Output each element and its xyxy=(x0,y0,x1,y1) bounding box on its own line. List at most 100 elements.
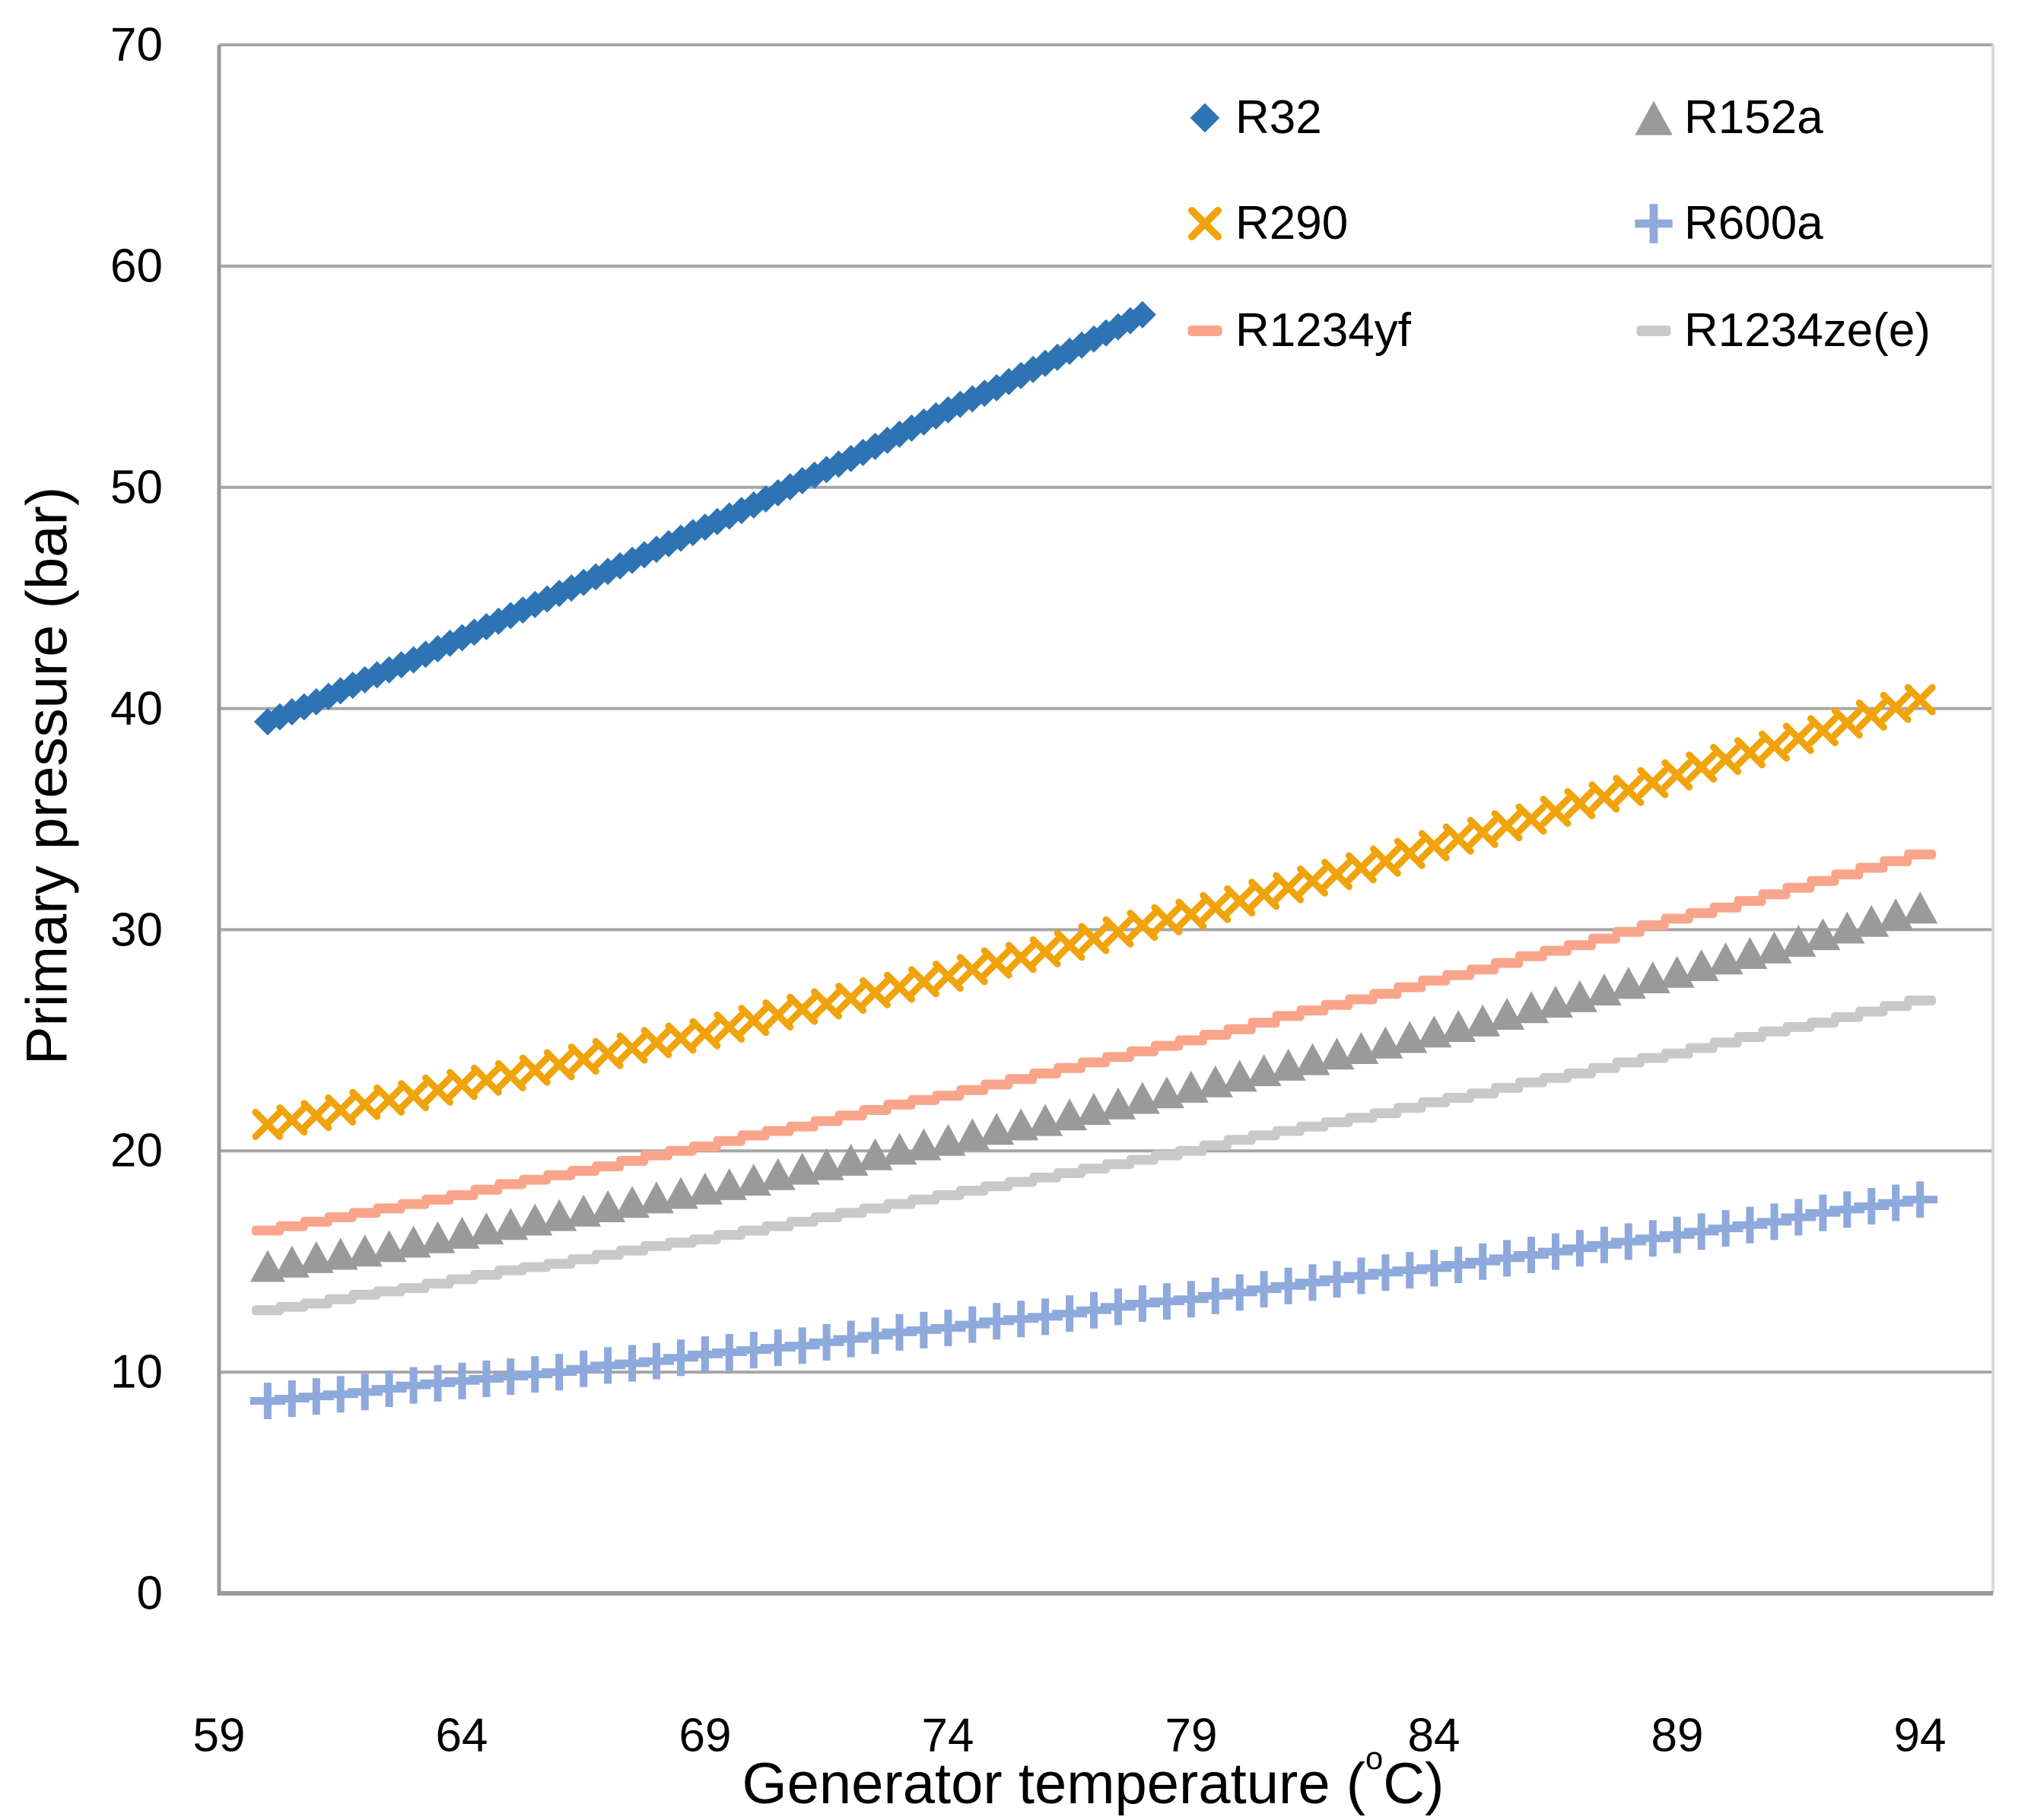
legend-label: R1234yf xyxy=(1235,304,1411,357)
marker xyxy=(1127,910,1159,942)
marker xyxy=(1636,1053,1669,1063)
marker xyxy=(1029,936,1061,967)
marker xyxy=(251,1225,284,1236)
marker xyxy=(859,1203,892,1214)
marker xyxy=(447,1069,478,1101)
marker xyxy=(1467,817,1499,848)
marker xyxy=(665,1022,697,1054)
marker xyxy=(1904,850,1937,859)
y-axis-title: Primary pressure (bar) xyxy=(14,486,80,1066)
marker xyxy=(1467,964,1499,975)
marker xyxy=(470,1064,502,1096)
marker xyxy=(1418,830,1450,862)
marker xyxy=(1345,994,1378,1005)
marker xyxy=(1442,970,1475,980)
y-tick-label: 50 xyxy=(110,462,163,514)
marker xyxy=(1028,1104,1063,1136)
marker xyxy=(1807,1018,1839,1028)
marker xyxy=(1246,1054,1282,1087)
marker xyxy=(1270,1048,1306,1081)
marker xyxy=(1491,1082,1524,1093)
marker xyxy=(421,1194,454,1205)
marker xyxy=(1128,300,1156,329)
marker xyxy=(1515,803,1547,835)
marker xyxy=(1538,986,1573,1018)
marker xyxy=(1319,1037,1355,1070)
marker xyxy=(519,1174,551,1185)
marker xyxy=(1831,707,1863,738)
legend-label: R600a xyxy=(1684,197,1823,249)
marker xyxy=(373,1203,405,1214)
marker xyxy=(1190,103,1220,133)
marker xyxy=(543,1170,576,1180)
marker xyxy=(421,1278,454,1289)
legend-item-r290: R290 xyxy=(1184,197,1348,250)
marker xyxy=(494,1059,526,1091)
marker xyxy=(834,1208,867,1218)
marker xyxy=(592,1161,625,1172)
marker xyxy=(276,1104,308,1136)
marker xyxy=(422,1074,453,1106)
marker xyxy=(373,1084,405,1116)
marker xyxy=(1151,904,1183,935)
marker xyxy=(1612,926,1645,937)
marker xyxy=(1880,691,1912,723)
marker xyxy=(1054,929,1085,961)
marker xyxy=(835,983,867,1015)
marker xyxy=(1540,796,1572,827)
marker xyxy=(737,1225,770,1236)
legend-item-r32: R32 xyxy=(1184,91,1322,145)
marker xyxy=(1880,856,1912,866)
marker xyxy=(787,993,818,1025)
marker xyxy=(1394,1103,1426,1113)
marker xyxy=(325,1094,357,1126)
marker xyxy=(1054,1062,1086,1073)
marker xyxy=(1902,891,1938,924)
marker xyxy=(1321,1117,1353,1127)
marker xyxy=(1029,1069,1062,1078)
marker xyxy=(1709,902,1742,913)
marker xyxy=(1661,1048,1693,1059)
x-axis-title-unit: C) xyxy=(1383,1752,1445,1816)
marker xyxy=(955,1118,990,1151)
x-axis-tick-labels: 59 64 69 74 79 84 89 94 xyxy=(193,1710,1947,1762)
marker xyxy=(932,1091,965,1101)
marker xyxy=(1173,1070,1209,1103)
marker xyxy=(689,1018,721,1050)
marker xyxy=(1273,872,1305,904)
marker xyxy=(1345,1113,1378,1123)
marker xyxy=(446,1274,478,1285)
marker xyxy=(1685,908,1718,919)
marker xyxy=(371,1230,407,1263)
marker xyxy=(1782,723,1814,754)
marker xyxy=(324,1212,357,1222)
marker xyxy=(1187,206,1222,241)
marker xyxy=(737,1130,770,1141)
y-tick-label: 20 xyxy=(110,1125,163,1177)
marker xyxy=(761,1221,794,1231)
marker xyxy=(1005,942,1037,974)
marker xyxy=(1442,823,1474,855)
plus-icon xyxy=(1635,204,1673,243)
marker xyxy=(1029,1172,1062,1183)
marker xyxy=(1855,1006,1888,1017)
marker xyxy=(1734,737,1766,769)
marker xyxy=(1078,1057,1110,1068)
marker xyxy=(1612,1057,1645,1068)
marker xyxy=(543,1049,575,1081)
marker xyxy=(373,1286,405,1297)
marker xyxy=(688,1142,721,1151)
marker xyxy=(786,1216,818,1227)
legend-item-r1234yf: R1234yf xyxy=(1184,304,1411,357)
marker xyxy=(1782,1021,1815,1032)
marker xyxy=(592,1250,625,1260)
marker xyxy=(906,1128,942,1161)
legend-item-r152a: R152a xyxy=(1632,91,1823,145)
marker xyxy=(1223,1135,1256,1145)
marker xyxy=(639,1181,674,1214)
axes xyxy=(217,45,1993,1596)
marker xyxy=(1149,1076,1184,1109)
marker xyxy=(1661,913,1693,924)
marker xyxy=(1343,1032,1379,1064)
marker xyxy=(1174,1145,1207,1156)
